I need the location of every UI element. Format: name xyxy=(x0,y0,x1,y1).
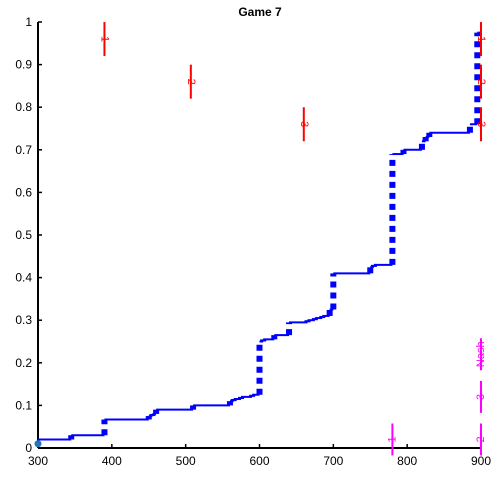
marker-label: 2 xyxy=(185,79,197,85)
y-tick-label: 0.1 xyxy=(15,398,32,412)
y-tick-label: 1 xyxy=(25,15,32,29)
y-tick-label: 0.2 xyxy=(15,356,32,370)
axes: 0 0.1 0.2 0.3 0.4 0.5 0.6 0.7 0.8 0.9 1 300 400 500 60… xyxy=(15,15,491,468)
nash-marker-label: 2 xyxy=(475,436,487,442)
x-tick-label: 300 xyxy=(28,454,48,468)
marker-label: 2 xyxy=(475,79,487,85)
plot-area xyxy=(34,31,481,448)
y-tick-label: 0.6 xyxy=(15,185,32,199)
y-tick-label: 0.3 xyxy=(15,313,32,327)
x-tick-label: 400 xyxy=(102,454,122,468)
nash-marker-label: 1 xyxy=(386,436,398,442)
y-tick-label: 0 xyxy=(25,441,32,455)
chart-title: Game 7 xyxy=(238,5,282,19)
y-tick-label: 0.8 xyxy=(15,100,32,114)
y-tick-label: 0.4 xyxy=(15,271,32,285)
marker-label: 3 xyxy=(475,121,487,127)
marker-label: 1 xyxy=(99,36,111,42)
x-tick-label: 800 xyxy=(397,454,417,468)
x-tick-label: 900 xyxy=(471,454,491,468)
x-tick-label: 600 xyxy=(249,454,269,468)
y-tick-label: 0.7 xyxy=(15,143,32,157)
y-tick-label: 0.5 xyxy=(15,228,32,242)
annotations: 1 2 3 1 2 3 1 2 3 Nash xyxy=(99,22,487,456)
marker-label: 3 xyxy=(298,121,310,127)
nash-marker-label: Nash xyxy=(475,341,487,367)
marker-label: 1 xyxy=(475,36,487,42)
nash-marker-label: 3 xyxy=(475,394,487,400)
start-point xyxy=(34,440,42,448)
x-tick-label: 700 xyxy=(323,454,343,468)
x-tick-label: 500 xyxy=(176,454,196,468)
y-tick-label: 0.9 xyxy=(15,58,32,72)
